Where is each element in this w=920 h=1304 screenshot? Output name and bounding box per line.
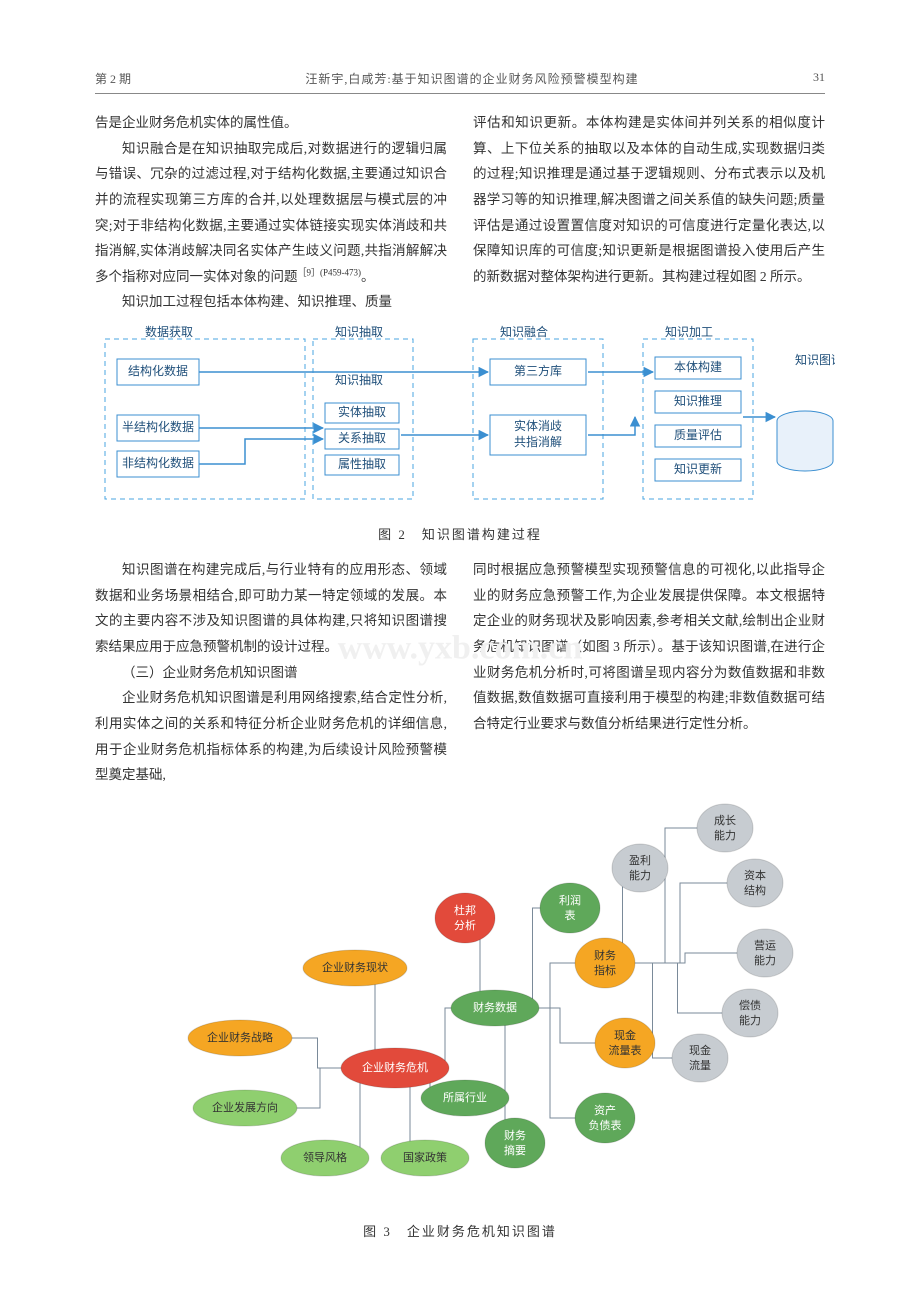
svg-text:本体构建: 本体构建	[674, 359, 722, 374]
svg-text:指标: 指标	[594, 963, 616, 977]
svg-text:实体抽取: 实体抽取	[338, 404, 386, 419]
svg-text:知识融合: 知识融合	[500, 324, 548, 339]
page-header: 第 2 期 汪新宇,白咸芳:基于知识图谱的企业财务风险预警模型构建 31	[95, 70, 825, 94]
svg-text:营运: 营运	[754, 938, 776, 952]
svg-text:企业财务现状: 企业财务现状	[322, 960, 388, 974]
svg-text:国家政策: 国家政策	[403, 1150, 447, 1164]
svg-text:实体消歧: 实体消歧	[514, 418, 562, 433]
figure-2-caption: 图 2 知识图谱构建过程	[95, 524, 825, 543]
svg-text:属性抽取: 属性抽取	[338, 457, 386, 471]
svg-text:杜邦: 杜邦	[454, 903, 476, 917]
figure-2: 数据获取知识抽取知识融合知识加工结构化数据半结构化数据非结构化数据实体抽取关系抽…	[95, 321, 825, 516]
subsection-heading: （三）企业财务危机知识图谱	[95, 660, 447, 686]
svg-text:质量评估: 质量评估	[674, 428, 722, 442]
svg-text:摘要: 摘要	[504, 1143, 526, 1157]
svg-text:能力: 能力	[629, 868, 651, 882]
svg-text:结构化数据: 结构化数据	[128, 363, 188, 378]
issue-label: 第 2 期	[95, 70, 131, 87]
svg-text:表: 表	[565, 908, 576, 922]
running-title: 汪新宇,白咸芳:基于知识图谱的企业财务风险预警模型构建	[131, 70, 813, 87]
svg-text:资产: 资产	[594, 1103, 616, 1117]
body-text: 告是企业财务危机实体的属性值。	[95, 110, 447, 136]
svg-text:企业财务危机: 企业财务危机	[362, 1060, 428, 1074]
body-text: 评估和知识更新。本体构建是实体间并列关系的相似度计算、上下位关系的抽取以及本体的…	[473, 110, 825, 289]
svg-text:知识抽取: 知识抽取	[335, 373, 383, 387]
svg-text:共指消解: 共指消解	[514, 434, 562, 449]
svg-text:第三方库: 第三方库	[514, 363, 562, 378]
svg-text:结构: 结构	[744, 883, 766, 897]
svg-text:知识更新: 知识更新	[674, 461, 722, 476]
body-text: 知识加工过程包括本体构建、知识推理、质量	[95, 289, 447, 315]
svg-text:企业财务战略: 企业财务战略	[207, 1030, 273, 1044]
svg-text:财务数据: 财务数据	[473, 1000, 517, 1014]
figure-3-caption: 图 3 企业财务危机知识图谱	[95, 1221, 825, 1240]
mid-text-block: www.yxb.com.cn 知识图谱在构建完成后,与行业特有的应用形态、领域数…	[95, 557, 825, 788]
svg-text:盈利: 盈利	[629, 854, 651, 867]
top-text-block: 告是企业财务危机实体的属性值。 知识融合是在知识抽取完成后,对数据进行的逻辑归属…	[95, 110, 825, 315]
svg-text:数据获取: 数据获取	[145, 324, 193, 339]
svg-text:财务: 财务	[594, 948, 616, 962]
svg-text:知识推理: 知识推理	[674, 394, 722, 408]
citation-sup: ［9］(P459-473)	[298, 267, 362, 277]
svg-text:资本: 资本	[744, 868, 766, 882]
svg-text:偿债: 偿债	[739, 998, 761, 1012]
svg-text:财务: 财务	[504, 1128, 526, 1142]
body-text: 企业财务危机知识图谱是利用网络搜索,结合定性分析,利用实体之间的关系和特征分析企…	[95, 685, 447, 788]
page-number: 31	[813, 70, 825, 87]
body-text: 知识图谱在构建完成后,与行业特有的应用形态、领域数据和业务场景相结合,即可助力某…	[95, 557, 447, 660]
svg-text:成长: 成长	[714, 814, 736, 827]
svg-text:现金: 现金	[689, 1043, 711, 1057]
svg-text:利润: 利润	[559, 893, 581, 907]
body-text: 知识融合是在知识抽取完成后,对数据进行的逻辑归属与错误、冗杂的过滤过程,对于结构…	[95, 136, 447, 290]
svg-text:能力: 能力	[754, 953, 776, 967]
svg-text:现金: 现金	[614, 1028, 636, 1042]
body-text: 同时根据应急预警模型实现预警信息的可视化,以此指导企业的财务应急预警工作,为企业…	[473, 557, 825, 736]
svg-text:分析: 分析	[454, 918, 476, 932]
svg-text:知识加工: 知识加工	[665, 325, 713, 339]
svg-text:半结构化数据: 半结构化数据	[122, 419, 194, 434]
svg-text:能力: 能力	[739, 1013, 761, 1027]
svg-text:流量: 流量	[689, 1058, 711, 1072]
figure-3: 企业财务危机 企业财务现状企业财务战略企业发展方向领导风格 国家政策 所属行业 财务数据…	[95, 798, 825, 1213]
svg-text:负债表: 负债表	[589, 1118, 622, 1132]
svg-text:所属行业: 所属行业	[443, 1091, 487, 1104]
svg-text:流量表: 流量表	[609, 1043, 642, 1057]
svg-text:知识抽取: 知识抽取	[335, 325, 383, 339]
svg-text:能力: 能力	[714, 828, 736, 842]
svg-text:非结构化数据: 非结构化数据	[122, 455, 194, 470]
svg-text:知识图谱: 知识图谱	[795, 353, 835, 367]
svg-text:关系抽取: 关系抽取	[338, 431, 386, 445]
svg-text:领导风格: 领导风格	[303, 1150, 347, 1164]
svg-text:企业发展方向: 企业发展方向	[212, 1100, 278, 1114]
